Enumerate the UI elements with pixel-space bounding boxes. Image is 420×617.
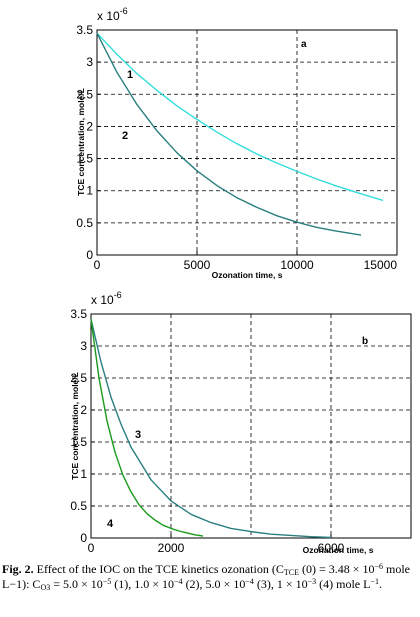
curve-label-4: 4 bbox=[107, 518, 114, 530]
caption-sup: −4 bbox=[174, 576, 183, 586]
caption-text: (2), 5.0 × 10 bbox=[182, 576, 246, 591]
y-tick-label: 0.5 bbox=[70, 499, 87, 513]
y-tick-label: 3 bbox=[86, 55, 93, 69]
y-tick-label: 3.5 bbox=[76, 23, 93, 37]
y-tick-label: 1 bbox=[86, 184, 93, 198]
series-line-4 bbox=[90, 319, 204, 537]
plot-frame-a bbox=[96, 29, 398, 256]
caption-text: . bbox=[378, 576, 382, 591]
caption-sub: O3 bbox=[40, 582, 51, 592]
y-tick-label: 1.5 bbox=[70, 435, 87, 449]
caption-text: (1), 1.0 × 10 bbox=[111, 576, 175, 591]
y-tick-label: 2.5 bbox=[70, 371, 87, 385]
series-line-2 bbox=[96, 32, 362, 236]
y-axis-label-a: TCE concentration, mole/L bbox=[76, 88, 86, 196]
curve-label-2: 2 bbox=[122, 130, 128, 142]
series-line-1 bbox=[96, 32, 384, 202]
x-tick-label: 6000 bbox=[318, 541, 345, 555]
y-multiplier-b: x 10-6 bbox=[91, 290, 122, 307]
series-lines-a bbox=[96, 32, 384, 236]
x-axis-label-a: Ozonation time, s bbox=[212, 270, 283, 280]
y-tick-labels-a: 0 0.5 1 1.5 2 2.5 3 3.5 bbox=[76, 23, 93, 262]
caption-text: (4) mole L bbox=[316, 576, 371, 591]
caption-sup: −1 bbox=[370, 576, 379, 586]
x-tick-label: 5000 bbox=[184, 258, 211, 272]
grid-a bbox=[96, 29, 398, 256]
x-tick-label: 15000 bbox=[364, 258, 398, 272]
x-tick-labels-b: 0 2000 6000 bbox=[88, 541, 345, 555]
x-tick-label: 0 bbox=[88, 541, 95, 555]
y-tick-label: 1.5 bbox=[76, 152, 93, 166]
caption-text: = 5.0 × 10 bbox=[50, 576, 103, 591]
panel-label-b: b bbox=[362, 336, 368, 347]
y-tick-labels-b: 0 0.5 1 1.5 2 2.5 3 3.5 bbox=[70, 307, 87, 545]
y-tick-label: 0 bbox=[80, 531, 87, 545]
caption-text: (3), 1 × 10 bbox=[253, 576, 308, 591]
grid-b bbox=[90, 313, 411, 539]
y-tick-label: 0 bbox=[86, 248, 93, 262]
x-tick-labels-a: 0 5000 10000 15000 bbox=[94, 258, 398, 272]
caption-text: mole L−1): C bbox=[2, 562, 410, 591]
caption-sub: TCE bbox=[283, 568, 299, 577]
y-tick-label: 3.5 bbox=[70, 307, 87, 321]
figure: 00.511.522.533.5 0 5000 10000 15000 x 10-6 … bbox=[70, 6, 412, 555]
panel-label-a: a bbox=[301, 39, 307, 50]
curve-label-3: 3 bbox=[135, 429, 141, 441]
y-axis-label-b: TCE concentration, mole/L bbox=[70, 372, 80, 480]
y-multiplier-a: x 10-6 bbox=[97, 6, 128, 23]
chart-a: 00.511.522.533.5 0 5000 10000 15000 x 10-6 … bbox=[76, 6, 398, 280]
caption-sup: −6 bbox=[374, 562, 383, 571]
curve-label-1: 1 bbox=[127, 69, 133, 81]
y-tick-label: 2 bbox=[80, 403, 87, 417]
caption-sup: −3 bbox=[307, 576, 317, 586]
series-line-3 bbox=[90, 318, 332, 539]
y-tick-label: 1 bbox=[80, 467, 87, 481]
x-axis-label-b: Ozonation time, s bbox=[303, 545, 374, 555]
y-tick-label: 0.5 bbox=[76, 216, 93, 230]
caption-text: Effect of the IOC on the TCE kinetics oz… bbox=[33, 562, 284, 576]
chart-b: 0 0.5 1 1.5 2 2.5 3 3.5 0 2000 6000 x 10-6 TCE co… bbox=[70, 290, 412, 555]
y-tick-label: 3 bbox=[80, 339, 87, 353]
caption-sup: −5 bbox=[102, 576, 112, 586]
x-tick-label: 0 bbox=[94, 258, 101, 272]
figure-caption: Fig. 2. Effect of the IOC on the TCE kin… bbox=[2, 562, 418, 591]
y-tick-label: 2 bbox=[86, 119, 93, 133]
caption-sup: −4 bbox=[245, 576, 254, 586]
y-tick-label: 2.5 bbox=[76, 87, 93, 101]
x-tick-label: 2000 bbox=[158, 541, 185, 555]
caption-text: (0) = 3.48 × 10 bbox=[298, 562, 375, 576]
x-tick-label: 10000 bbox=[280, 258, 314, 272]
caption-fig-label: Fig. 2. bbox=[2, 562, 34, 576]
series-lines-b bbox=[90, 318, 332, 539]
